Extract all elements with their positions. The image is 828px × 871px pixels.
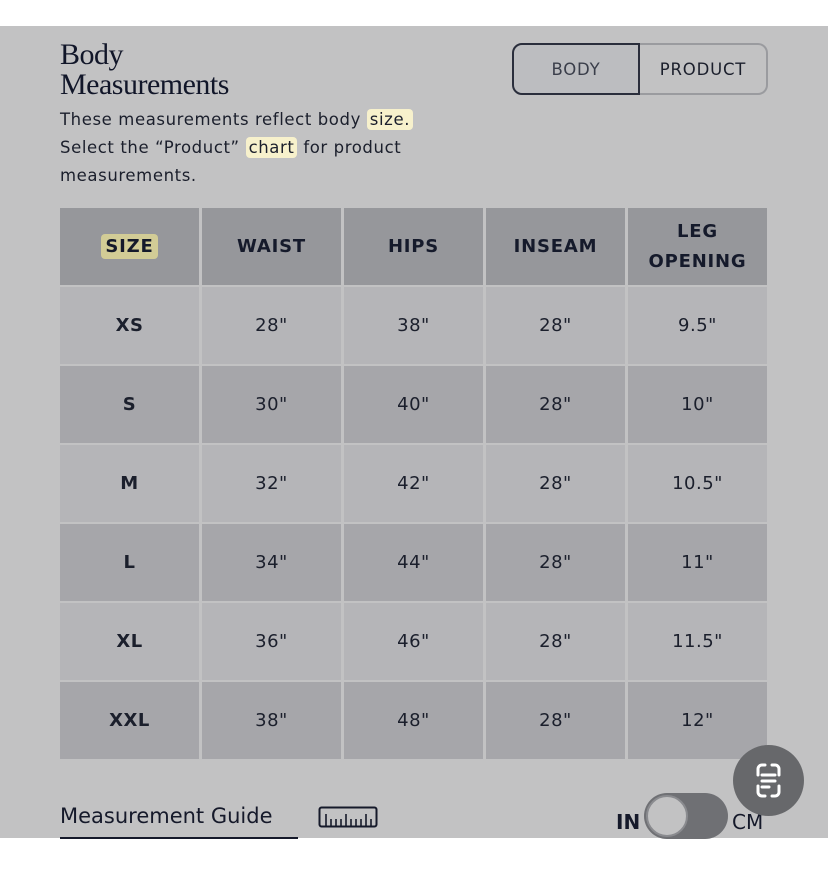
product-tab[interactable]: PRODUCT xyxy=(640,43,768,95)
cell-size: S xyxy=(60,366,199,443)
unit-toggle-switch[interactable] xyxy=(644,793,728,839)
desc-text: for product measurements. xyxy=(60,138,402,185)
cell-waist: 28" xyxy=(202,287,341,364)
cell-waist: 34" xyxy=(202,524,341,601)
cell-hips: 38" xyxy=(344,287,483,364)
cell-leg-opening: 9.5" xyxy=(628,287,767,364)
column-header-leg-opening: LEG OPENING xyxy=(628,208,767,285)
column-header-hips: HIPS xyxy=(344,208,483,285)
cell-waist: 36" xyxy=(202,603,341,680)
leg-opening-label: LEG OPENING xyxy=(648,220,747,272)
cell-size: XL xyxy=(60,603,199,680)
scan-text-icon xyxy=(756,763,781,798)
desc-text: These measurements reflect body xyxy=(60,110,367,129)
measurement-guide-link[interactable]: Measurement Guide xyxy=(60,804,273,828)
cell-inseam: 28" xyxy=(486,366,625,443)
page-title: Body Measurements xyxy=(60,40,229,100)
cell-inseam: 28" xyxy=(486,445,625,522)
ruler-icon[interactable] xyxy=(318,806,378,828)
cell-inseam: 28" xyxy=(486,682,625,759)
cell-inseam: 28" xyxy=(486,287,625,364)
title-line-2: Measurements xyxy=(60,68,229,101)
size-header-label: SIZE xyxy=(101,233,158,259)
cell-hips: 42" xyxy=(344,445,483,522)
cell-hips: 40" xyxy=(344,366,483,443)
cell-inseam: 28" xyxy=(486,524,625,601)
table-header-row: SIZE WAIST HIPS INSEAM LEG OPENING xyxy=(60,208,767,285)
switch-knob xyxy=(646,795,688,837)
cell-hips: 48" xyxy=(344,682,483,759)
cell-size: M xyxy=(60,445,199,522)
table-row: XXL 38" 48" 28" 12" xyxy=(60,682,767,759)
size-chart-panel: Body Measurements These measurements ref… xyxy=(0,26,828,839)
title-line-1: Body xyxy=(60,38,124,71)
column-header-size: SIZE xyxy=(60,208,199,285)
desc-highlight: chart xyxy=(245,137,298,158)
cell-hips: 46" xyxy=(344,603,483,680)
cell-leg-opening: 12" xyxy=(628,682,767,759)
cell-waist: 38" xyxy=(202,682,341,759)
cell-size: L xyxy=(60,524,199,601)
table-row: M 32" 42" 28" 10.5" xyxy=(60,445,767,522)
description: These measurements reflect body size. Sel… xyxy=(60,106,460,190)
table-row: L 34" 44" 28" 11" xyxy=(60,524,767,601)
cell-hips: 44" xyxy=(344,524,483,601)
size-table: SIZE WAIST HIPS INSEAM LEG OPENING XS 28"… xyxy=(57,206,770,761)
guide-underline xyxy=(60,837,298,839)
table-row: XS 28" 38" 28" 9.5" xyxy=(60,287,767,364)
scan-text-button[interactable] xyxy=(733,745,804,816)
desc-text: Select the “Product” xyxy=(60,138,246,157)
body-tab[interactable]: BODY xyxy=(512,43,640,95)
cell-leg-opening: 10" xyxy=(628,366,767,443)
cell-inseam: 28" xyxy=(486,603,625,680)
desc-highlight: size. xyxy=(366,109,414,130)
table-row: S 30" 40" 28" 10" xyxy=(60,366,767,443)
cell-waist: 30" xyxy=(202,366,341,443)
cell-waist: 32" xyxy=(202,445,341,522)
cell-leg-opening: 11" xyxy=(628,524,767,601)
table-row: XL 36" 46" 28" 11.5" xyxy=(60,603,767,680)
unit-in-label: IN xyxy=(616,810,641,834)
column-header-waist: WAIST xyxy=(202,208,341,285)
column-header-inseam: INSEAM xyxy=(486,208,625,285)
cell-size: XXL xyxy=(60,682,199,759)
cell-leg-opening: 11.5" xyxy=(628,603,767,680)
cell-size: XS xyxy=(60,287,199,364)
view-toggle: BODY PRODUCT xyxy=(512,43,768,95)
cell-leg-opening: 10.5" xyxy=(628,445,767,522)
